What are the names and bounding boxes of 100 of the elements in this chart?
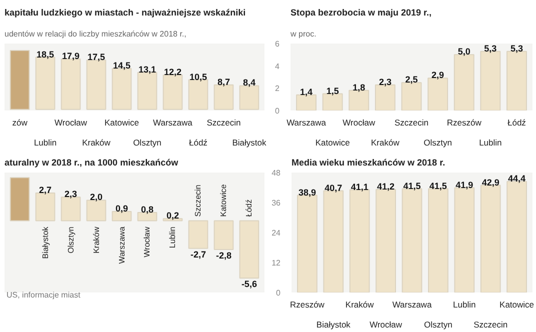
bar bbox=[454, 54, 474, 110]
x-tick-label: Białystok bbox=[40, 226, 50, 259]
data-label: 2,3 bbox=[378, 76, 392, 87]
bar bbox=[188, 220, 208, 249]
x-tick-label: Warszawa bbox=[392, 300, 432, 310]
x-tick-label: Rzeszów bbox=[290, 300, 326, 310]
bar bbox=[137, 212, 158, 222]
data-label: 41,2 bbox=[377, 182, 395, 192]
data-label: 44,4 bbox=[508, 174, 526, 184]
chart-title: Stopa bezrobocia w maju 2019 r., bbox=[290, 8, 432, 18]
x-tick-label: Warszawa bbox=[286, 118, 326, 128]
y-tick-label: 36 bbox=[272, 198, 282, 208]
x-tick-label: Rzeszów bbox=[446, 118, 482, 128]
x-tick-label: Warszawa bbox=[117, 226, 126, 264]
data-label: 17,9 bbox=[62, 50, 80, 61]
data-label: 13,1 bbox=[138, 64, 156, 74]
y-tick-label: 0 bbox=[276, 288, 282, 298]
data-label: 2,7 bbox=[39, 185, 52, 196]
x-tick-label: Olsztyn bbox=[424, 320, 453, 330]
x-tick-label: Szczecin bbox=[194, 184, 203, 217]
data-label: 2,5 bbox=[405, 74, 418, 85]
bar bbox=[506, 181, 527, 292]
bar bbox=[162, 74, 183, 110]
data-label: 10,5 bbox=[189, 72, 207, 82]
data-label: 41,5 bbox=[429, 180, 447, 191]
data-label: 0,2 bbox=[166, 210, 179, 221]
x-tick-label: Szczecin bbox=[394, 118, 429, 128]
data-label: -5,6 bbox=[241, 279, 257, 290]
data-label: 1,5 bbox=[326, 86, 339, 96]
data-label: 8,7 bbox=[217, 76, 230, 87]
data-label: 2,0 bbox=[90, 192, 103, 202]
bar bbox=[401, 82, 422, 110]
bar bbox=[10, 50, 30, 110]
x-tick-label: zów bbox=[12, 118, 28, 128]
x-tick-label: Lublin bbox=[168, 226, 178, 248]
data-label: 1,8 bbox=[352, 82, 366, 92]
data-label: 2,3 bbox=[64, 189, 78, 200]
data-label: -2,8 bbox=[216, 250, 232, 260]
y-tick-label: 4 bbox=[275, 62, 280, 71]
x-tick-label: Katowice bbox=[315, 138, 350, 148]
data-label: 40,7 bbox=[324, 182, 342, 193]
y-tick-label: 0 bbox=[275, 106, 280, 116]
data-label: 12,2 bbox=[164, 67, 182, 78]
data-label: 5,3 bbox=[510, 43, 523, 54]
data-label: 38,9 bbox=[298, 187, 316, 198]
data-label: 41,1 bbox=[350, 182, 368, 192]
data-label: 5,0 bbox=[458, 46, 470, 57]
data-label: -2,7 bbox=[190, 249, 206, 260]
chart-title: aturalny w 2018 r., na 1000 mieszkańców bbox=[4, 158, 180, 168]
x-tick-label: Katowice bbox=[104, 118, 140, 128]
x-tick-label: Kraków bbox=[345, 300, 375, 310]
bar bbox=[86, 200, 106, 222]
bar bbox=[86, 60, 106, 110]
bar bbox=[428, 78, 448, 110]
data-label: 0,9 bbox=[116, 204, 128, 214]
y-tick-label: 24 bbox=[272, 228, 282, 238]
data-label: 2,9 bbox=[432, 70, 444, 80]
x-tick-label: Białystok bbox=[316, 320, 352, 330]
x-tick-label: Olsztyn bbox=[424, 138, 452, 148]
data-label: 0,8 bbox=[140, 204, 154, 215]
x-tick-label: Łódź bbox=[244, 199, 254, 217]
bar bbox=[112, 68, 132, 110]
x-tick-label: Lublin bbox=[453, 300, 476, 310]
bar bbox=[239, 85, 260, 110]
x-tick-label: Kraków bbox=[371, 138, 400, 148]
y-tick-label: 48 bbox=[272, 168, 282, 178]
chart-title: Media wieku mieszkańców w 2018 r. bbox=[292, 158, 446, 168]
x-tick-label: Katowice bbox=[219, 184, 228, 217]
text: US, informacje miast bbox=[6, 290, 82, 300]
chart-subtitle: w proc. bbox=[290, 30, 316, 38]
chart-title: kapitału ludzkiego w miastach - najważniejsze wskaźniki bbox=[4, 8, 246, 18]
x-tick-label: Wrocław bbox=[142, 226, 152, 258]
data-label: 8,4 bbox=[242, 78, 256, 88]
bar bbox=[10, 177, 30, 222]
chart-subtitle: udentów w relacji do liczby mieszkańców w 2018 r., bbox=[4, 30, 186, 38]
data-label: 1,4 bbox=[300, 86, 313, 97]
x-tick-label: Lublin bbox=[479, 138, 502, 148]
data-label: 41,9 bbox=[456, 180, 474, 190]
x-tick-label: Warszawa bbox=[153, 118, 193, 128]
x-tick-label: Białystok bbox=[232, 138, 267, 148]
x-tick-label: Wrocław bbox=[342, 118, 376, 128]
data-label: 42,9 bbox=[482, 177, 500, 188]
x-tick-label: Wrocław bbox=[370, 320, 403, 330]
bar bbox=[214, 220, 234, 250]
x-tick-label: Łódź bbox=[508, 118, 526, 128]
bar bbox=[60, 196, 81, 222]
data-label: 41,5 bbox=[403, 180, 421, 191]
bar bbox=[239, 220, 260, 279]
bar bbox=[35, 192, 56, 222]
data-label: 18,5 bbox=[36, 49, 54, 60]
y-tick-label: 12 bbox=[272, 258, 282, 268]
x-tick-label: Katowice bbox=[500, 300, 534, 310]
x-tick-label: Łódź bbox=[189, 138, 208, 148]
data-label: 14,5 bbox=[112, 60, 131, 71]
x-tick-label: Olsztyn bbox=[133, 138, 162, 148]
x-tick-label: Szczecin bbox=[206, 118, 241, 128]
x-tick-label: Olsztyn bbox=[66, 226, 76, 254]
x-tick-label: Szczecin bbox=[474, 320, 508, 330]
bar bbox=[112, 211, 132, 222]
x-tick-label: Kraków bbox=[92, 226, 101, 254]
